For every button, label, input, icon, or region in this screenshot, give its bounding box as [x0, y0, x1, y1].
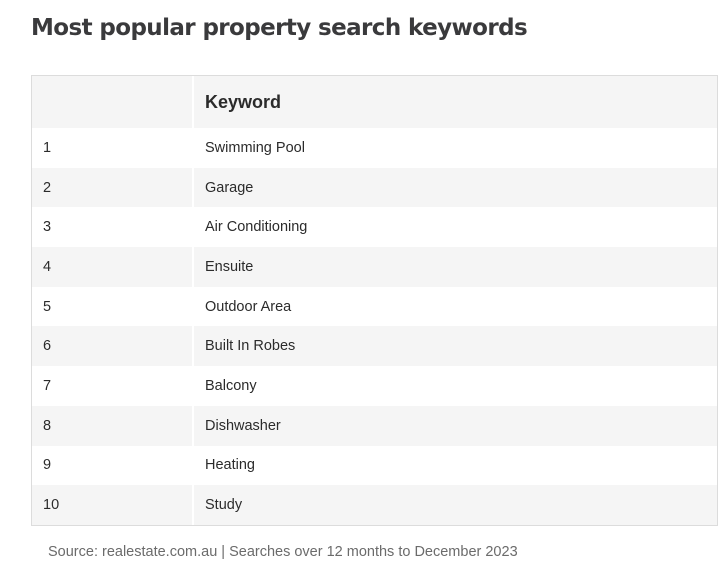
keyword-cell: Study: [192, 485, 717, 525]
keyword-cell: Air Conditioning: [192, 207, 717, 248]
table-row: 1 Swimming Pool: [32, 128, 717, 168]
table-row: 3 Air Conditioning: [32, 207, 717, 248]
keyword-column-header: Keyword: [192, 76, 717, 128]
table-row: 7 Balcony: [32, 366, 717, 406]
rank-column-header: [32, 76, 193, 128]
keywords-table-container: Keyword 1 Swimming Pool 2 Garage 3 Air C…: [31, 75, 718, 526]
rank-cell: 2: [32, 167, 193, 208]
table-row: 8 Dishwasher: [32, 405, 717, 446]
rank-cell: 7: [32, 366, 193, 406]
keyword-cell: Dishwasher: [192, 405, 717, 446]
source-note: Source: realestate.com.au | Searches ove…: [48, 544, 518, 560]
table-row: 5 Outdoor Area: [32, 286, 717, 327]
rank-cell: 10: [32, 485, 193, 525]
rank-cell: 9: [32, 445, 193, 486]
keyword-cell: Swimming Pool: [192, 128, 717, 168]
rank-cell: 4: [32, 247, 193, 287]
rank-cell: 1: [32, 128, 193, 168]
keyword-cell: Outdoor Area: [192, 286, 717, 327]
table-row: 9 Heating: [32, 445, 717, 486]
rank-cell: 8: [32, 405, 193, 446]
table-row: 2 Garage: [32, 167, 717, 208]
page-title: Most popular property search keywords: [31, 15, 528, 41]
table-row: 10 Study: [32, 485, 717, 525]
rank-cell: 6: [32, 326, 193, 367]
keyword-cell: Garage: [192, 167, 717, 208]
keyword-cell: Ensuite: [192, 247, 717, 287]
table-row: 6 Built In Robes: [32, 326, 717, 367]
keyword-cell: Built In Robes: [192, 326, 717, 367]
rank-cell: 5: [32, 286, 193, 327]
keyword-cell: Heating: [192, 445, 717, 486]
keywords-table: Keyword 1 Swimming Pool 2 Garage 3 Air C…: [32, 76, 717, 525]
table-header-row: Keyword: [32, 76, 717, 128]
table-row: 4 Ensuite: [32, 247, 717, 287]
rank-cell: 3: [32, 207, 193, 248]
keyword-cell: Balcony: [192, 366, 717, 406]
